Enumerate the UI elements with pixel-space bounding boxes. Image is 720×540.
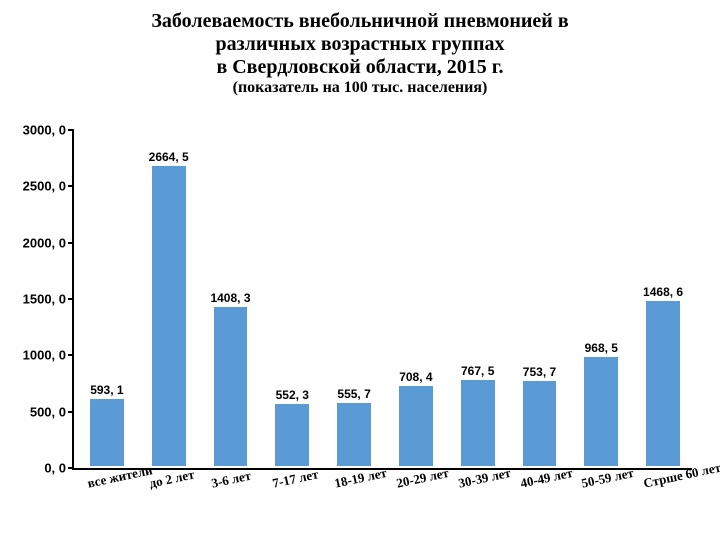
bar-value-label: 1468, 6 [643, 285, 683, 299]
bar: 708, 4 [399, 386, 433, 466]
y-tick-mark [68, 298, 74, 300]
y-tick-mark [68, 354, 74, 356]
x-tick-label: 30-39 лет [457, 465, 512, 492]
title-line-3: в Свердловской области, 2015 г. [0, 56, 720, 79]
bar-fill [275, 404, 309, 466]
x-tick-label: все жители [86, 462, 154, 491]
chart-title-block: Заболеваемость внебольничной пневмонией … [0, 0, 720, 97]
bar: 767, 5 [461, 380, 495, 466]
y-tick-label: 500, 0 [30, 404, 66, 419]
bar-fill [461, 380, 495, 466]
bar-value-label: 753, 7 [523, 365, 556, 379]
bar-value-label: 968, 5 [585, 341, 618, 355]
y-tick-label: 1500, 0 [23, 292, 66, 307]
bar-fill [646, 301, 680, 466]
bar: 2664, 5 [152, 166, 186, 466]
bar-fill [523, 381, 557, 466]
title-line-1: Заболеваемость внебольничной пневмонией … [0, 10, 720, 33]
bar: 552, 3 [275, 404, 309, 466]
bar-fill [152, 166, 186, 466]
y-tick-mark [68, 411, 74, 413]
y-tick-label: 0, 0 [44, 461, 66, 476]
bar-value-label: 2664, 5 [149, 150, 189, 164]
x-tick-label: 50-59 лет [580, 465, 635, 492]
y-tick-mark [68, 129, 74, 131]
bar-value-label: 555, 7 [337, 387, 370, 401]
bar-fill [337, 403, 371, 466]
y-tick-label: 3000, 0 [23, 123, 66, 138]
bar-value-label: 767, 5 [461, 364, 494, 378]
x-tick-label: 20-29 лет [395, 465, 450, 492]
bar-value-label: 1408, 3 [210, 291, 250, 305]
bar: 968, 5 [584, 357, 618, 466]
bar-fill [399, 386, 433, 466]
y-tick-label: 2500, 0 [23, 179, 66, 194]
y-tick-mark [68, 242, 74, 244]
x-tick-label: 7-17 лет [271, 466, 320, 491]
chart-plot: 0, 0500, 01000, 01500, 02000, 02500, 030… [72, 130, 692, 470]
bar-value-label: 552, 3 [276, 388, 309, 402]
chart-plot-area: 0, 0500, 01000, 01500, 02000, 02500, 030… [72, 130, 692, 470]
bar-value-label: 708, 4 [399, 370, 432, 384]
bar: 593, 1 [90, 399, 124, 466]
y-tick-label: 1000, 0 [23, 348, 66, 363]
x-tick-label: 18-19 лет [333, 465, 388, 492]
bar: 1408, 3 [214, 307, 248, 466]
bar-fill [90, 399, 124, 466]
bar: 753, 7 [523, 381, 557, 466]
y-tick-mark [68, 185, 74, 187]
bar-value-label: 593, 1 [90, 383, 123, 397]
chart-container: Заболеваемость внебольничной пневмонией … [0, 0, 720, 540]
bar-fill [214, 307, 248, 466]
title-line-2: различных возрастных группах [0, 33, 720, 56]
x-tick-label: 3-6 лет [210, 468, 252, 492]
bar: 555, 7 [337, 403, 371, 466]
bar-fill [584, 357, 618, 466]
y-tick-mark [68, 467, 74, 469]
y-tick-label: 2000, 0 [23, 235, 66, 250]
x-tick-label: до 2 лет [148, 467, 196, 492]
chart-subtitle: (показатель на 100 тыс. населения) [0, 79, 720, 97]
x-tick-label: 40-49 лет [519, 465, 574, 492]
bar: 1468, 6 [646, 301, 680, 466]
